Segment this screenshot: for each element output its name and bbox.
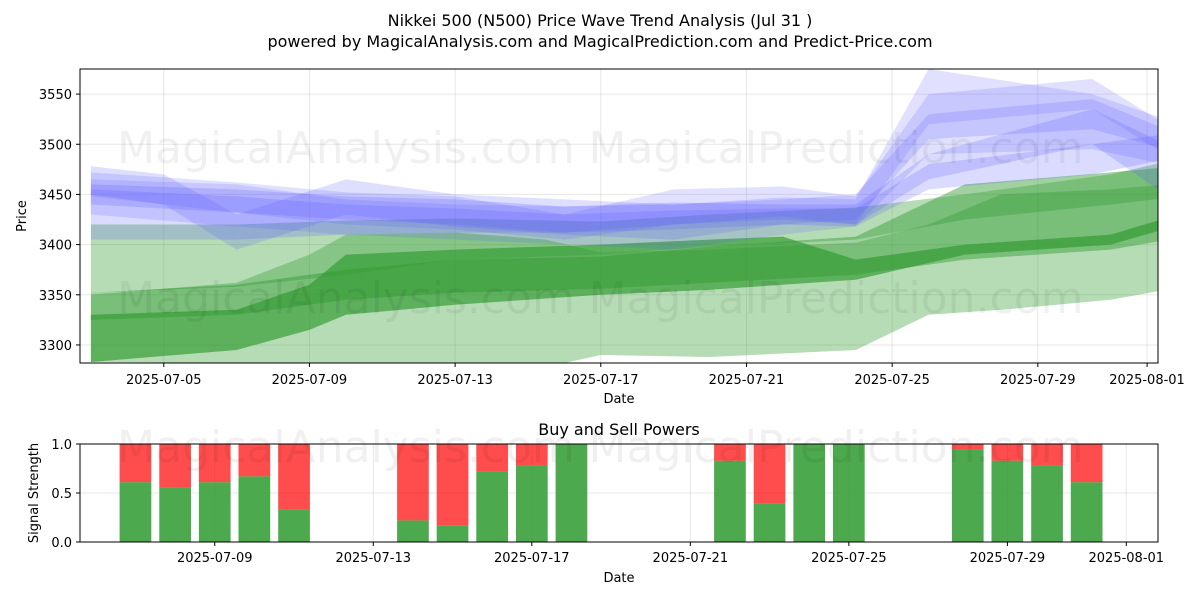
signal-x-tick-label: 2025-07-13	[335, 551, 411, 566]
buy-bar	[951, 449, 984, 542]
sell-bar	[397, 444, 429, 521]
buy-bar	[159, 487, 191, 542]
buy-bar	[991, 460, 1024, 542]
sell-bar	[714, 444, 746, 461]
chart-subtitle: powered by MagicalAnalysis.com and Magic…	[267, 32, 932, 51]
sell-bar	[436, 444, 469, 526]
price-bands-clip	[90, 69, 1158, 363]
sell-bar	[1070, 444, 1103, 483]
sell-bar	[1031, 444, 1063, 466]
price-x-tick-label: 2025-07-13	[417, 373, 493, 388]
sell-bar	[278, 444, 310, 510]
sell-bar	[516, 444, 548, 466]
sell-bar	[951, 444, 984, 450]
blue-wave-5	[90, 99, 1158, 250]
buy-bar	[793, 444, 826, 542]
buy-bar	[278, 509, 310, 542]
signal-y-tick-label: 0.0	[51, 536, 72, 551]
buy-bar	[1070, 482, 1103, 542]
green-wave-4	[90, 220, 1158, 362]
price-y-tick-label: 3400	[39, 239, 72, 254]
blue-wave-2	[90, 79, 1158, 240]
signal-x-tick-label: 2025-07-25	[811, 551, 887, 566]
signal-bars	[119, 444, 1103, 542]
price-x-tick-label: 2025-07-17	[563, 373, 639, 388]
sell-bar	[753, 444, 786, 504]
price-x-axis-label: Date	[603, 392, 634, 407]
signal-x-tick-label: 2025-07-09	[177, 551, 253, 566]
buy-bar	[476, 471, 508, 542]
price-y-tick-label: 3350	[39, 289, 72, 304]
signal-x-tick-label: 2025-07-21	[653, 551, 729, 566]
watermark-analysis-mid: MagicalAnalysis.com	[117, 273, 575, 324]
chart-title: Nikkei 500 (N500) Price Wave Trend Analy…	[388, 11, 813, 30]
buy-bar	[397, 520, 429, 542]
sell-bar	[159, 444, 191, 488]
buy-bar	[1031, 465, 1063, 542]
signal-y-tick-label: 1.0	[51, 438, 72, 453]
sell-bar	[198, 444, 231, 483]
signal-y-tick-label: 0.5	[51, 487, 72, 502]
blue-wave-1	[90, 69, 1158, 250]
buy-bar	[119, 482, 152, 542]
price-axis-ticks: 2025-07-05 2025-07-09 2025-07-13 2025-07-17…	[39, 88, 1185, 388]
signal-x-tick-label: 2025-08-01	[1089, 551, 1165, 566]
signal-plot-title: Buy and Sell Powers	[538, 420, 700, 439]
price-y-tick-label: 3450	[39, 188, 72, 203]
buy-bar	[833, 444, 865, 542]
price-plot: MagicalAnalysis.com MagicalPrediction.co…	[15, 68, 1185, 407]
price-y-axis-label: Price	[15, 200, 30, 232]
signal-x-tick-label: 2025-07-29	[970, 551, 1046, 566]
watermark-analysis-top: MagicalAnalysis.com	[117, 123, 575, 174]
buy-bar	[753, 503, 786, 542]
price-y-tick-label: 3500	[39, 138, 72, 153]
price-x-tick-label: 2025-07-29	[1000, 373, 1076, 388]
sell-bar	[476, 444, 508, 472]
watermark-prediction-top: MagicalPrediction.com	[589, 123, 1084, 174]
blue-wave-4	[90, 135, 1158, 240]
sell-bar	[991, 444, 1024, 461]
price-wave-bands	[90, 69, 1158, 363]
price-y-tick-label: 3300	[39, 339, 72, 354]
buy-bar	[198, 482, 231, 542]
buy-bar	[555, 444, 588, 542]
sell-bar	[119, 444, 152, 483]
signal-y-axis-label: Signal Strength	[27, 443, 42, 543]
buy-bar	[436, 525, 469, 542]
watermark-prediction-bottom: MagicalPrediction.com	[589, 422, 1084, 473]
signal-plot: Buy and Sell Powers MagicalAnalysis.com …	[27, 420, 1164, 586]
price-plot-frame	[79, 68, 1159, 364]
buy-bar	[516, 465, 548, 542]
signal-x-axis-label: Date	[603, 571, 634, 586]
watermark-analysis-bottom: MagicalAnalysis.com	[117, 422, 575, 473]
watermark-prediction-mid: MagicalPrediction.com	[589, 273, 1084, 324]
buy-bar	[238, 476, 271, 542]
signal-axis-ticks: 2025-07-09 2025-07-13 2025-07-17 2025-07-21…	[51, 438, 1164, 566]
sell-bar	[238, 444, 271, 477]
price-x-tick-label: 2025-07-25	[854, 373, 930, 388]
blue-wave-3	[90, 109, 1158, 233]
price-y-tick-label: 3550	[39, 88, 72, 103]
price-x-tick-label: 2025-07-09	[272, 373, 348, 388]
price-x-tick-label: 2025-08-01	[1109, 373, 1185, 388]
price-x-tick-label: 2025-07-05	[126, 373, 202, 388]
buy-bar	[714, 460, 746, 542]
price-x-tick-label: 2025-07-21	[709, 373, 785, 388]
signal-x-tick-label: 2025-07-17	[494, 551, 570, 566]
